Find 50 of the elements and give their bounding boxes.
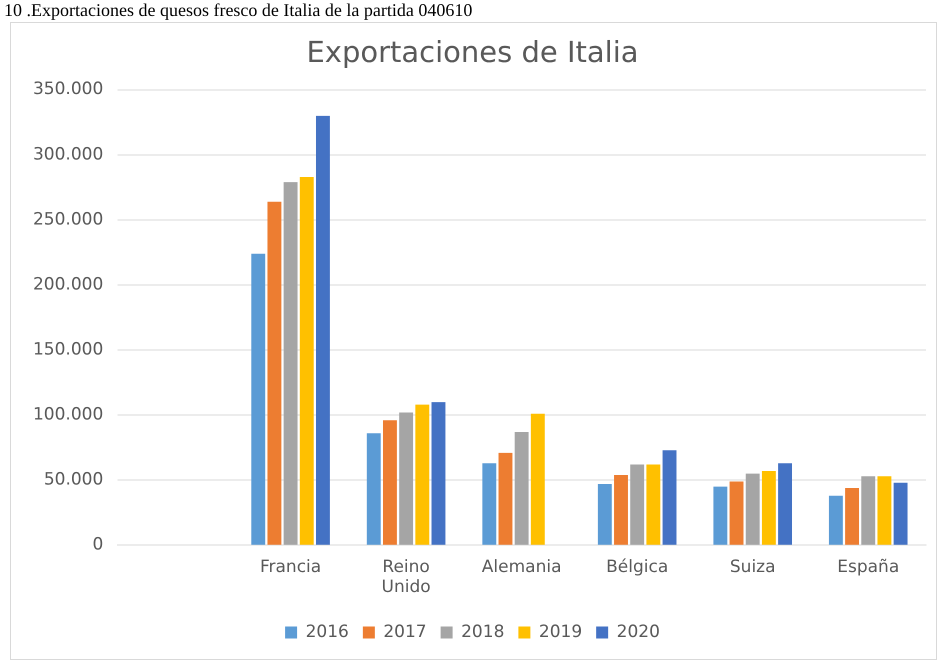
x-tick-label: Francia <box>260 556 322 577</box>
bar <box>828 496 843 545</box>
y-tick-label: 350.000 <box>32 79 104 100</box>
bar <box>845 488 860 545</box>
x-tick-label: Suiza <box>730 556 776 577</box>
y-tick-label: 50.000 <box>44 470 104 490</box>
legend-label: 2018 <box>461 622 504 642</box>
bar <box>316 116 330 545</box>
bar <box>530 414 545 545</box>
bar <box>861 476 876 545</box>
bar <box>646 464 660 545</box>
bar <box>762 471 776 545</box>
x-tick-label: Bélgica <box>606 556 668 577</box>
x-tick-label: España <box>837 556 900 577</box>
legend-label: 2017 <box>383 622 427 642</box>
bar <box>598 484 612 545</box>
bar <box>514 432 529 545</box>
y-tick-label: 250.000 <box>32 209 104 230</box>
legend-label: 2016 <box>306 622 349 642</box>
bar <box>382 420 397 545</box>
y-tick-label: 0 <box>92 534 104 555</box>
bar <box>415 404 430 545</box>
bar <box>432 402 446 545</box>
bar <box>662 450 676 545</box>
y-tick-label: 100.000 <box>32 404 104 425</box>
bar <box>498 452 512 545</box>
legend-label: 2020 <box>616 622 660 642</box>
bar <box>778 463 792 545</box>
bar <box>399 412 414 545</box>
bar <box>730 481 744 545</box>
y-tick-label: 300.000 <box>32 144 104 164</box>
bar <box>366 433 381 545</box>
bar <box>482 463 496 545</box>
bar <box>251 254 266 545</box>
bar <box>300 176 314 545</box>
legend-label: 2019 <box>538 622 582 642</box>
x-tick-label: Reino Unido <box>382 556 431 598</box>
text: 10 .Exportaciones de quesos fresco de Italia de la partida 040610 <box>4 0 472 20</box>
chart-title: Exportaciones de Italia <box>306 34 639 69</box>
y-tick-label: 150.000 <box>32 339 104 360</box>
bar <box>894 482 908 545</box>
bar <box>746 474 760 545</box>
x-tick-label: Alemania <box>482 556 562 577</box>
bar <box>630 464 644 545</box>
bar <box>284 182 298 545</box>
bar <box>713 486 728 545</box>
bar <box>267 202 282 545</box>
bar <box>877 476 892 545</box>
bar <box>614 474 628 545</box>
y-tick-label: 200.000 <box>32 274 104 294</box>
